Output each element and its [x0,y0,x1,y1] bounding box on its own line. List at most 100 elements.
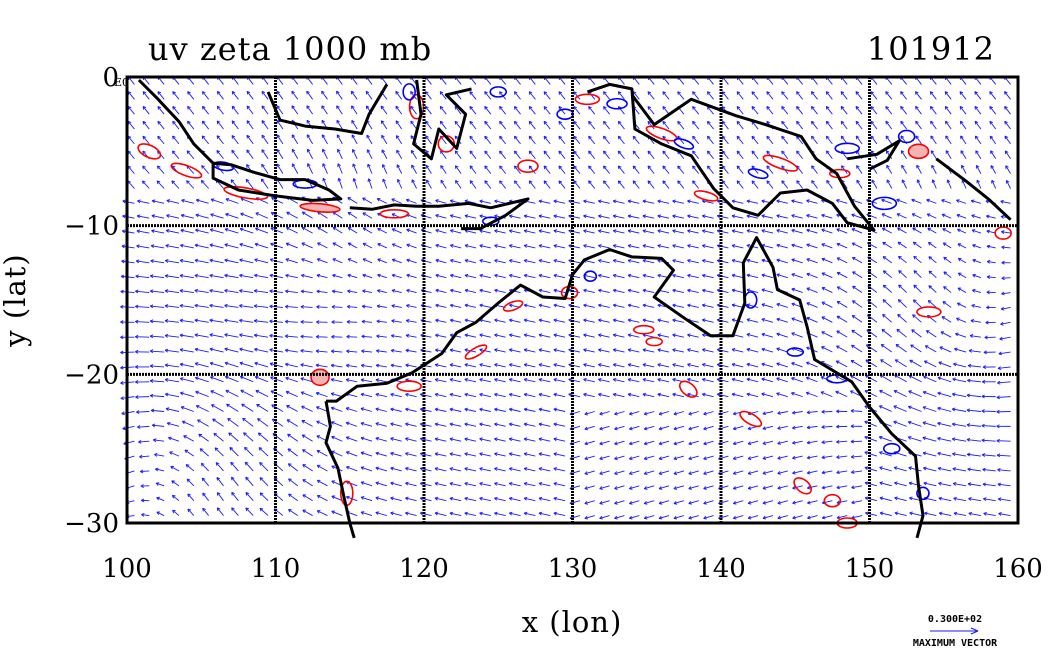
wind-vector [613,215,625,219]
wind-vector [851,315,863,323]
wind-vector [171,480,180,487]
wind-vector [406,319,417,323]
wind-vector [181,199,194,204]
wind-vector-head [792,500,796,505]
x-tick-label: 100 [102,554,152,584]
wind-vector [882,241,893,249]
wind-vector-head [484,120,488,125]
wind-vector-head [879,496,884,501]
wind-vector [912,227,922,234]
wind-vector-head [195,376,199,381]
wind-vector [179,305,194,308]
wind-vector [469,91,477,100]
wind-vector-head [584,456,589,461]
wind-vector-head [302,464,306,468]
wind-vector-head [224,347,228,352]
wind-vector [543,165,551,174]
wind-vector [882,314,893,323]
wind-vector-head [836,409,840,414]
wind-vector [137,425,150,428]
wind-vector [524,512,536,517]
wind-vector-head [721,120,726,125]
wind-vector [851,228,863,234]
positive-vorticity-contour [645,336,663,347]
wind-vector-head [985,320,989,325]
wind-vector-head [989,135,994,140]
wind-vector [301,227,313,234]
wind-vector [851,500,863,504]
wind-vector-head [777,471,781,475]
wind-vector [494,438,506,442]
wind-vector-head [509,303,513,308]
wind-vector [194,304,209,308]
wind-vector-head [405,466,409,471]
positive-vorticity-contour [408,93,425,120]
wind-vector-head [643,471,648,475]
wind-vector [376,305,387,308]
wind-vector [629,485,640,490]
wind-vector [672,200,684,204]
wind-vector-head [464,452,468,457]
wind-vector [673,455,684,460]
wind-vector-head [464,258,469,263]
wind-vector [747,470,759,475]
wind-vector [613,393,625,398]
wind-vector-head [553,437,558,442]
wind-vector-head [776,214,780,218]
wind-vector-head [732,471,737,475]
wind-vector-head [855,91,860,95]
wind-vector [835,360,848,368]
wind-vector [469,150,477,160]
wind-vector-head [882,241,886,246]
wind-vector [746,230,759,234]
wind-vector-head [136,214,141,219]
wind-vector-head [469,135,474,140]
negative-vorticity-contour [871,196,898,211]
wind-vector [568,259,581,264]
wind-vector-head [922,451,927,456]
wind-vector [658,440,670,445]
wind-vector-head [390,392,394,397]
wind-vector-head [974,135,979,140]
wind-vector [332,258,343,264]
wind-vector-head [584,515,589,520]
wind-vector [301,274,313,279]
wind-vector [791,377,803,383]
wind-vector [285,258,298,264]
wind-vector [864,467,878,472]
wind-vector [150,395,165,398]
wind-vector-head [942,242,947,246]
wind-vector-head [588,120,592,125]
wind-vector [908,436,922,442]
wind-vector [981,439,996,442]
wind-vector [687,289,699,294]
wind-vector [855,91,863,100]
wind-vector [464,408,477,412]
wind-vector-head [632,150,637,155]
wind-vector-head [805,391,810,396]
wind-vector-head [286,405,290,409]
wind-vector [972,259,982,264]
wind-vector-head [494,482,498,486]
wind-vector [239,348,254,353]
wind-vector-head [627,199,632,204]
wind-vector-head [923,466,927,471]
wind-vector [509,408,521,412]
wind-vector-head [1000,199,1004,204]
wind-vector-head [598,318,602,323]
wind-vector-head [553,392,558,397]
date-label: 101912 [867,30,995,68]
wind-vector-head [141,512,145,517]
wind-vector [244,447,254,457]
wind-vector [382,164,388,174]
wind-vector-head [361,349,365,354]
wind-vector-head [484,150,488,155]
wind-vector-head [241,403,245,408]
wind-vector [614,500,625,504]
wind-vector [617,165,625,174]
wind-vector [420,393,432,398]
wind-vector [194,334,209,338]
wind-vector [937,437,952,442]
wind-vector-head [479,258,483,263]
wind-vector [766,106,774,115]
